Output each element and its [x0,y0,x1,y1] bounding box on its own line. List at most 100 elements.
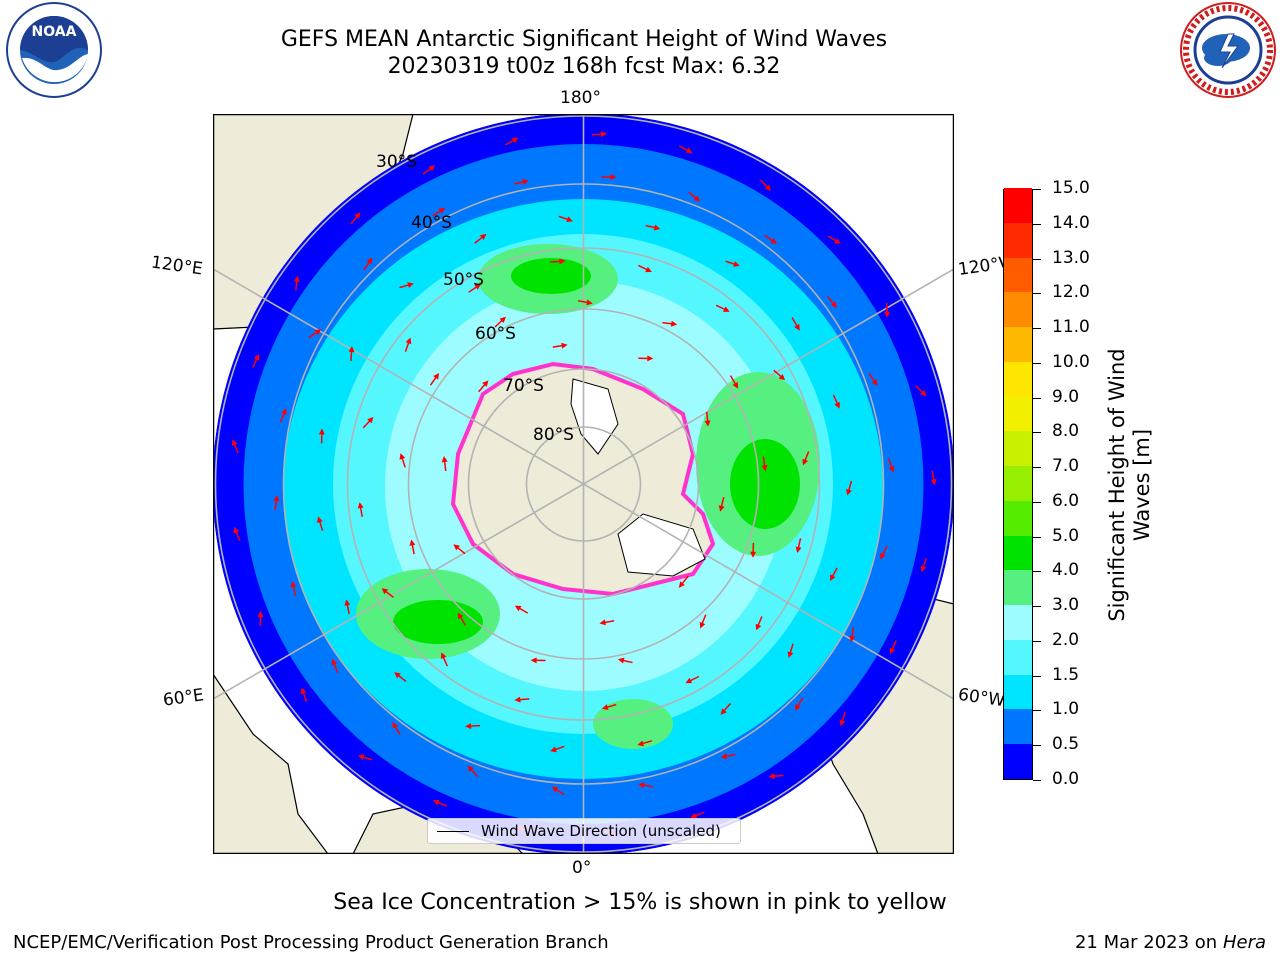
wave-direction-arrow [829,567,838,582]
wave-direction-arrow [552,342,568,349]
wave-direction-arrow [601,174,617,181]
wave-direction-arrow [252,353,260,368]
lat-label-40s: 40°S [411,213,452,233]
wave-direction-arrow [715,304,730,312]
footer-machine: Hera [1222,932,1266,953]
colorbar-tick-label: 0.5 [1052,734,1080,755]
colorbar-tick-label: 4.0 [1052,560,1080,581]
colorbar-tick-mark [1033,606,1041,608]
footer-date: 21 Mar 2023 on Hera [1075,932,1266,953]
wave-direction-arrow [357,502,364,518]
wave-direction-arrow [795,538,802,554]
colorbar-tick-mark [1033,675,1041,677]
wave-direction-arrow [638,355,654,362]
colorbar-tick-mark [1033,536,1041,538]
colorbar-tick-label: 8.0 [1052,421,1080,442]
wave-direction-arrow [685,675,700,684]
wave-direction-arrow [317,516,324,531]
wave-direction-arrow [645,224,661,231]
colorbar-segment [1004,396,1032,432]
wave-direction-arrow [550,258,566,265]
colorbar-tick-label: 0.0 [1052,769,1080,789]
wave-direction-arrow [662,320,678,327]
wind-wave-arrows [231,131,937,836]
wave-direction-arrow [474,233,487,244]
lon-label-60e: 60°E [161,685,206,711]
wave-direction-arrow [920,557,928,573]
wave-direction-arrow [381,588,394,599]
wave-direction-arrow [773,369,786,381]
wave-direction-arrow [432,207,446,217]
wave-direction-arrow [362,416,374,429]
map-plot: 180° 120°E 120°W 60°E 60°W 0° 30°S 40°S … [150,88,1017,878]
wave-direction-arrow [514,605,529,614]
wave-direction-arrow [530,657,546,664]
colorbar-segment [1004,535,1032,571]
colorbar-tick-mark [1033,328,1041,330]
wave-direction-arrow [725,260,740,267]
colorbar-tick-mark [1033,571,1041,573]
wave-direction-arrow [318,428,325,444]
wave-direction-arrow [827,235,841,244]
chart-title: GEFS MEAN Antarctic Significant Height o… [280,27,888,52]
wave-direction-arrow [432,799,448,807]
footer-date-text: 21 Mar 2023 on [1074,932,1218,953]
graticule [213,114,954,854]
colorbar-segment [1004,187,1032,223]
wave-direction-arrow [357,754,373,761]
wave-direction-arrow [750,542,757,558]
wave-direction-arrow [915,385,927,397]
wave-direction-arrow [331,658,339,673]
colorbar-tick-mark [1033,258,1041,260]
wave-direction-arrow [465,723,481,730]
wave-direction-arrow [846,480,853,496]
wave-direction-arrow [429,372,440,386]
colorbar-tick-label: 9.0 [1052,386,1080,407]
wave-direction-arrow [839,711,846,727]
wave-direction-arrow [468,283,482,293]
wave-direction-arrow [760,179,772,191]
colorbar-tick-mark [1033,640,1041,642]
wave-direction-arrow [467,765,479,778]
colorbar-tick-mark [1033,467,1041,469]
colorbar-segment [1004,326,1032,362]
colorbar-tick-mark [1033,710,1041,712]
wave-direction-arrow [300,687,308,702]
wave-direction-arrow [591,131,607,138]
wave-direction-arrow [699,614,707,629]
wave-direction-arrow [718,497,725,512]
colorbar-tick-label: 5.0 [1052,525,1080,546]
legend-line-icon [437,830,469,832]
footer-credit: NCEP/EMC/Verification Post Processing Pr… [13,932,609,953]
wave-direction-arrow [849,627,856,643]
wave-direction-arrow [440,652,448,667]
colorbar-tick-mark [1033,293,1041,295]
legend-label: Wind Wave Direction (unscaled) [481,822,721,840]
colorbar-tick-mark [1033,189,1041,190]
wave-direction-arrow [826,295,838,308]
wave-direction-arrow [308,329,322,339]
colorbar-tick-mark [1033,501,1041,503]
wave-direction-arrow [394,672,407,683]
colorbar-segment [1004,639,1032,675]
wave-direction-arrow [344,599,351,615]
wave-direction-arrow [599,619,615,626]
colorbar-tick-mark [1033,745,1041,747]
wave-direction-arrow [409,539,416,555]
svg-text:NOAA: NOAA [32,24,77,40]
wave-direction-arrow [233,526,241,542]
nws-logo-icon [1180,2,1276,98]
wave-direction-arrow [868,372,878,386]
wave-direction-arrow [348,346,355,362]
colorbar-segment [1004,361,1032,397]
colorbar-segment [1004,222,1032,258]
wave-direction-arrow [729,375,739,389]
colorbar-tick-label: 6.0 [1052,490,1080,511]
colorbar-label: Significant Height of Wind Waves [m] [1105,348,1154,622]
wave-direction-arrow [794,697,804,711]
colorbar-tick-mark [1033,432,1041,434]
lat-label-30s: 30°S [376,152,417,172]
sea-ice-caption: Sea Ice Concentration > 15% is shown in … [333,890,947,915]
wave-direction-arrow [514,696,530,703]
wave-direction-arrow [279,408,287,423]
